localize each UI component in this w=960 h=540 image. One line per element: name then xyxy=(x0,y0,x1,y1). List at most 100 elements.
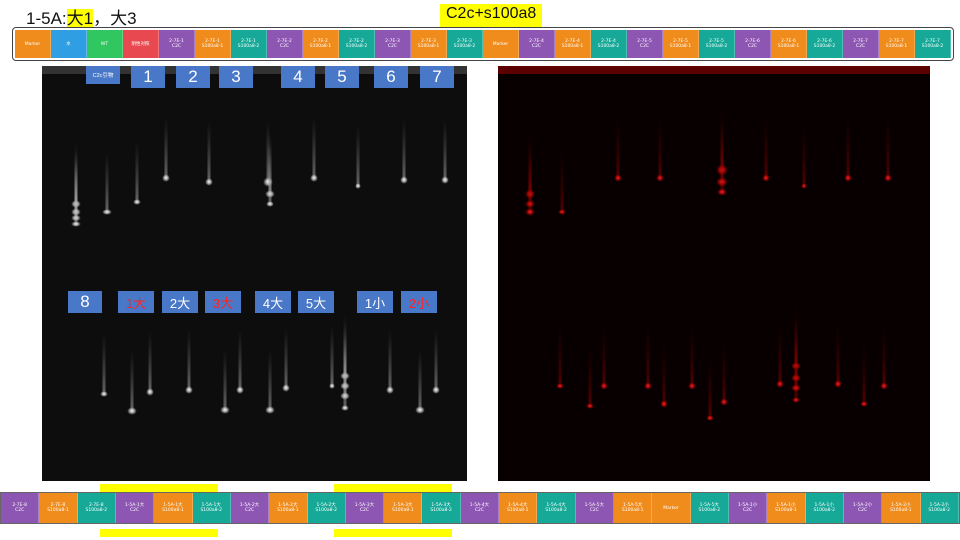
gel-lane-label: C2c引物 xyxy=(86,66,120,84)
red-band xyxy=(844,174,852,182)
highlight-bar-bottom-2 xyxy=(334,529,452,537)
gel-lane-label: 6 xyxy=(374,66,408,88)
gel-band xyxy=(133,199,141,205)
red-band xyxy=(556,383,564,389)
lane-cell: Marker xyxy=(483,30,519,58)
red-band xyxy=(614,174,622,182)
gel-lane-label: 2小 xyxy=(401,291,437,313)
lane-cell: 2-7E-3 S100a8-1 xyxy=(411,30,447,58)
lane-cell: 1-5A-2大 S100a8-2 xyxy=(307,493,346,523)
gel-band xyxy=(265,406,275,414)
gel-bands-grayscale xyxy=(42,66,467,481)
gel-lane-label: 3 xyxy=(219,66,253,88)
lane-cell: 2-7E-4 S100a8-2 xyxy=(591,30,627,58)
red-band xyxy=(644,382,652,390)
red-band-smear xyxy=(802,126,806,186)
gel-image-red xyxy=(498,66,930,481)
red-band-smear xyxy=(528,152,532,212)
gel-lane-label: 7 xyxy=(420,66,454,88)
red-band xyxy=(860,401,868,407)
gel-band-smear xyxy=(343,348,347,408)
lane-cell: 1-5A-1大 S100a8-1 xyxy=(154,493,193,523)
lane-cell: 1-5A-4大 C2C xyxy=(460,493,500,523)
red-band-smear xyxy=(662,344,666,404)
red-band-smear xyxy=(882,326,886,386)
gel-band-smear xyxy=(164,118,168,178)
red-band xyxy=(706,415,714,421)
lane-cell: 2-7E-2 S100a8-1 xyxy=(303,30,339,58)
gel-band-smear xyxy=(402,120,406,180)
highlight-bar-top-2 xyxy=(334,484,452,492)
gel-band-smear xyxy=(284,328,288,388)
red-band xyxy=(880,382,888,390)
gel-band-smear xyxy=(266,122,270,182)
gel-band-smear xyxy=(418,350,422,410)
gel-band xyxy=(102,209,112,215)
lane-cell: 1-5A-2大 C2C xyxy=(230,493,270,523)
gel-band xyxy=(341,405,349,411)
lane-cell: 2-7E-4 C2C xyxy=(519,30,555,58)
gel-band-smear xyxy=(443,120,447,180)
gel-band xyxy=(146,388,154,396)
lane-cell: 2-7E-8 S100a8-1 xyxy=(39,493,78,523)
gel-image-grayscale xyxy=(42,66,467,481)
title-prefix: 1-5A: xyxy=(26,9,67,28)
gel-band-smear xyxy=(268,144,272,204)
red-band-smear xyxy=(764,118,768,178)
lane-cell: 2-7E-1 S100a8-1 xyxy=(195,30,231,58)
gel-band xyxy=(100,391,108,397)
lane-cell: 2-7E-1 C2C xyxy=(159,30,195,58)
gel-band-smear xyxy=(148,332,152,392)
lane-cell: 水 xyxy=(51,30,87,58)
red-band xyxy=(586,403,594,409)
lane-cell: 2-7E-3 C2C xyxy=(375,30,411,58)
bottom-lane-legend: 2-7E-8 C2C 2-7E-8 S100a8-1 2-7E-8 S100a8-2… xyxy=(0,492,960,524)
lane-cell: 2-7E-5 C2C xyxy=(627,30,663,58)
highlight-bar-bottom-1 xyxy=(100,529,218,537)
red-band-smear xyxy=(602,326,606,386)
gel-band-smear xyxy=(207,122,211,182)
gel-band-smear xyxy=(74,164,78,224)
gel-band xyxy=(386,386,394,394)
gel-band xyxy=(441,176,449,184)
gel-lane-label: 1小 xyxy=(357,291,393,313)
gel-band-smear xyxy=(388,330,392,390)
lane-cell: 2-7E-6 S100a8-2 xyxy=(807,30,843,58)
red-band xyxy=(660,400,668,408)
gel-band-smear xyxy=(105,152,109,212)
lane-cell: 2-7E-2 C2C xyxy=(267,30,303,58)
red-band-smear xyxy=(794,340,798,400)
lane-cell: 1-5A-4大 S100a8-1 xyxy=(499,493,538,523)
gel-band xyxy=(71,221,81,227)
red-band xyxy=(558,209,566,215)
lane-cell: 1-5A-2小 S100a8-1 xyxy=(882,493,921,523)
red-band xyxy=(717,188,727,196)
gel-band xyxy=(432,386,440,394)
red-band-smear xyxy=(886,118,890,178)
lane-cell: 1-5A-3大 C2C xyxy=(345,493,385,523)
red-band xyxy=(525,208,535,216)
red-band-smear xyxy=(722,342,726,402)
lane-cell: 2-7E-3 S100a8-2 xyxy=(447,30,483,58)
title-suffix: ，大3 xyxy=(93,9,137,28)
gel-band xyxy=(205,178,213,186)
gel-band-smear xyxy=(130,351,134,411)
red-band xyxy=(762,174,770,182)
lane-cell: 1-5A-3大 S100a8-2 xyxy=(422,493,461,523)
highlight-bar-top-1 xyxy=(100,484,218,492)
lane-cell: 2-7E-8 S100a8-2 xyxy=(77,493,116,523)
lane-cell: 1-5A-1大 S100a8-2 xyxy=(192,493,231,523)
lane-cell: 2-7E-6 C2C xyxy=(735,30,771,58)
gel-band xyxy=(162,174,170,182)
red-band xyxy=(792,397,800,403)
gel-band xyxy=(310,174,318,182)
gel-lane-label: 1 xyxy=(131,66,165,88)
red-band xyxy=(834,380,842,388)
gel-band-smear xyxy=(135,142,139,202)
red-band-smear xyxy=(778,324,782,384)
top-lane-legend: Marker 水 WT 阴性对照 2-7E-1 C2C 2-7E-1 S100a8-1 2-… xyxy=(12,27,954,61)
red-band-smear xyxy=(558,326,562,386)
red-band xyxy=(688,382,696,390)
red-band-smear xyxy=(646,326,650,386)
gel-band xyxy=(236,386,244,394)
